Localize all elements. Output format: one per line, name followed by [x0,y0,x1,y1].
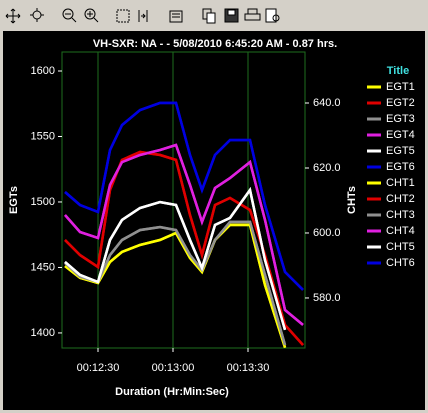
y-axis-title: EGTs [8,186,20,214]
legend-label: CHT3 [386,209,415,221]
y2-tick-label: 620.0 [313,162,341,174]
legend-label: EGT5 [386,145,415,157]
copy[interactable] [202,8,216,24]
legend-label: CHT4 [386,225,415,237]
series-line [64,143,304,326]
zoom-out[interactable] [62,8,77,23]
legend-label: EGT4 [386,129,415,141]
series-line [64,150,304,346]
legend-label: EGT1 [386,81,415,93]
legend-label: EGT3 [386,113,415,125]
series-line [64,187,287,331]
legend-label: CHT6 [386,257,415,269]
x-axis-title: Duration (Hr:Min:Sec) [115,386,229,398]
legend-label: EGT2 [386,97,415,109]
y-tick-label: 1400 [31,327,55,339]
y2-tick-label: 580.0 [313,292,341,304]
series-line [64,101,304,291]
properties[interactable] [169,10,183,23]
print[interactable] [244,8,261,21]
legend-title: Title [387,65,409,77]
zoom-in[interactable] [84,8,99,23]
y-tick-label: 1550 [31,130,55,142]
toolbar [5,8,280,24]
chart-title: VH-SXR: NA - - 5/08/2010 6:45:20 AM - 0.… [93,38,337,50]
legend-label: CHT1 [386,177,415,189]
y-tick-label: 1500 [31,196,55,208]
zoom-area-tool[interactable] [30,8,44,22]
save[interactable] [224,8,239,23]
legend-label: CHT2 [386,193,415,205]
pan-tool[interactable] [5,8,21,24]
y-tick-label: 1600 [31,65,55,77]
legend-label: CHT5 [386,241,415,253]
y-tick-label: 1450 [31,261,55,273]
legend-label: EGT6 [386,161,415,173]
x-tick-label: 00:12:30 [77,362,120,374]
select-tool[interactable] [116,9,130,23]
x-tick-label: 00:13:00 [152,362,195,374]
y2-axis-title: CHTs [346,186,358,214]
cursor-tool[interactable] [138,10,148,22]
y2-tick-label: 600.0 [313,227,341,239]
print-preview[interactable] [265,8,280,23]
x-tick-label: 00:13:30 [227,362,270,374]
y2-tick-label: 640.0 [313,97,341,109]
series-line [64,220,287,346]
